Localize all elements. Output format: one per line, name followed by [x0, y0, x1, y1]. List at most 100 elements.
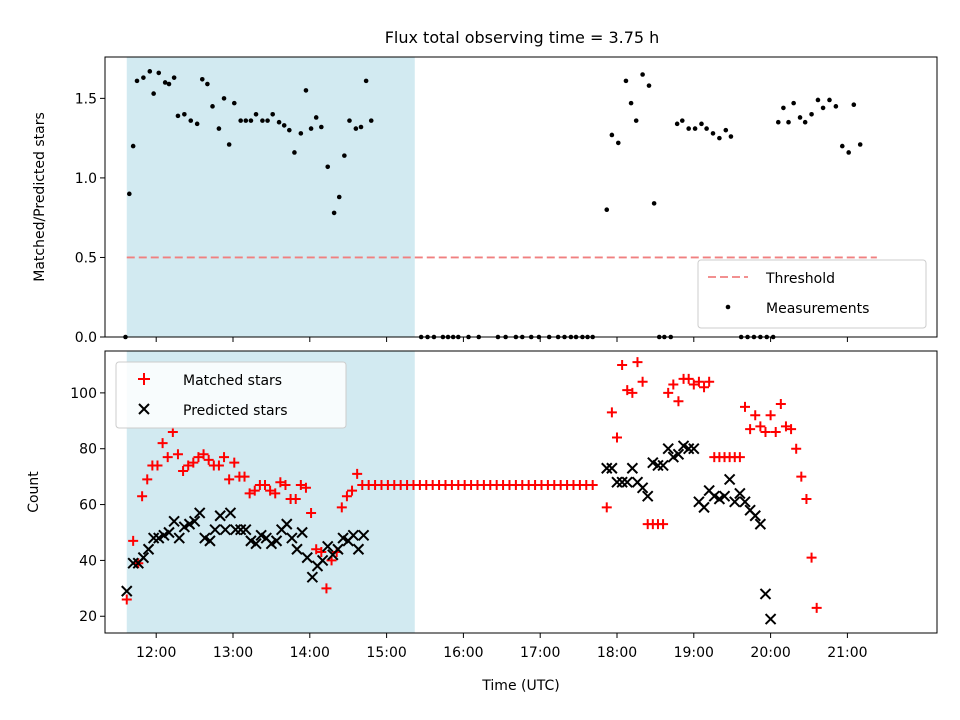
- measurement-point: [313, 115, 319, 120]
- measurement-point: [358, 124, 364, 130]
- measurement-point: [827, 97, 832, 103]
- matched-star-point: [239, 471, 250, 482]
- predicted-star-point: [601, 462, 613, 474]
- matched-star-point: [295, 480, 306, 491]
- measurement-point: [336, 194, 342, 200]
- matched-star-point: [229, 457, 240, 468]
- predicted-star-point: [219, 523, 232, 536]
- predicted-star-point: [347, 529, 360, 541]
- measurement-point: [857, 142, 863, 147]
- bottom-x-ticks: 12:00 13:00 14:00 15:00 16:00 17:00 18:00 19:00…: [136, 633, 868, 661]
- bottom-legend-frame: [115, 361, 347, 429]
- matched-star-point: [352, 468, 363, 479]
- matched-star-point: [265, 485, 276, 496]
- measurement-point: [809, 111, 814, 117]
- measurement-point: [151, 91, 156, 96]
- matched-star-point: [663, 387, 674, 398]
- matched-star-point: [775, 399, 786, 410]
- matched-star-point: [300, 482, 311, 493]
- predicted-star-point: [611, 476, 623, 488]
- top-y-axis-label: Matched/Predicted stars: [32, 112, 48, 282]
- matched-star-point: [806, 552, 817, 563]
- matched-star-point: [306, 507, 317, 518]
- matched-star-point: [632, 357, 643, 368]
- legend-matched-label: Matched stars: [183, 373, 282, 389]
- predicted-star-point: [127, 557, 139, 569]
- matched-star-point: [167, 426, 178, 437]
- predicted-star-point: [234, 523, 247, 536]
- predicted-star-point: [682, 443, 695, 455]
- measurement-point: [802, 119, 808, 125]
- legend-threshold-label: Threshold: [765, 271, 835, 287]
- measurement-point: [717, 135, 722, 141]
- predicted-star-point: [209, 523, 221, 536]
- matched-star-point: [321, 583, 332, 594]
- measurement-point: [188, 118, 194, 123]
- matched-star-point: [786, 424, 797, 435]
- y-tick-label: 1.5: [75, 91, 97, 107]
- measurement-point: [162, 80, 168, 85]
- predicted-star-point: [163, 526, 175, 539]
- y-tick-label: 0.0: [75, 330, 97, 346]
- matched-star-point: [121, 594, 132, 605]
- predicted-star-point: [296, 526, 308, 539]
- measurement-point: [210, 104, 215, 109]
- measurement-point: [775, 119, 781, 125]
- measurement-point: [623, 78, 629, 84]
- bottom-panel: 20 40 60 80 100 12:00 13:00 14:00 15:00 16:00 17:…: [26, 350, 938, 694]
- predicted-star-point: [322, 540, 334, 553]
- matched-star-point: [683, 373, 694, 384]
- measurement-point: [786, 119, 791, 125]
- predicted-star-point: [642, 490, 654, 502]
- measurement-point: [791, 100, 796, 106]
- measurement-point: [238, 118, 243, 123]
- measurement-point: [363, 78, 369, 84]
- matched-star-point: [668, 379, 679, 390]
- predicted-star-point: [621, 476, 633, 488]
- measurement-point: [833, 104, 839, 109]
- measurement-point: [182, 111, 187, 117]
- measurement-point: [651, 201, 657, 206]
- matched-star-point: [260, 480, 270, 491]
- predicted-star-point: [188, 515, 201, 528]
- measurement-point: [342, 153, 347, 158]
- matched-star-point: [658, 519, 669, 530]
- measurement-point: [205, 81, 210, 87]
- matched-star-point: [755, 421, 766, 432]
- matched-star-point: [760, 426, 771, 437]
- measurement-point: [141, 75, 146, 80]
- measurement-point: [723, 127, 729, 133]
- top-panel: 0.0 0.5 1.0 1.5 Matched/Predicted stars Thr…: [32, 56, 938, 346]
- matched-star-point: [270, 488, 281, 499]
- measurement-point: [815, 97, 821, 103]
- measurement-point: [147, 69, 153, 74]
- matched-star-point: [780, 421, 791, 432]
- measurement-point: [199, 76, 205, 82]
- predicted-star-point: [281, 518, 293, 530]
- y-tick-label: 0.5: [75, 250, 97, 266]
- matched-stars-points: [121, 357, 822, 613]
- predicted-star-point: [229, 523, 242, 536]
- matched-star-point: [137, 491, 148, 502]
- matched-star-point: [587, 480, 598, 491]
- x-tick-label: 12:00: [136, 645, 176, 661]
- predicted-star-point: [739, 496, 751, 508]
- matched-star-point: [183, 460, 194, 471]
- matched-star-point: [627, 387, 638, 398]
- x-tick-label: 15:00: [366, 645, 406, 661]
- matched-star-point: [275, 477, 286, 488]
- measurement-point: [674, 121, 680, 127]
- matched-star-point: [693, 376, 704, 387]
- matched-star-point: [637, 376, 648, 387]
- x-tick-label: 16:00: [443, 645, 483, 661]
- legend-predicted-label: Predicted stars: [183, 403, 288, 419]
- measurement-point: [781, 105, 786, 111]
- predicted-star-point: [224, 507, 237, 519]
- measurement-point: [820, 105, 826, 111]
- predicted-star-point: [723, 473, 736, 486]
- matched-star-point: [213, 460, 224, 471]
- measurement-point: [704, 126, 709, 131]
- x-tick-label: 17:00: [520, 645, 560, 661]
- matched-star-point: [193, 452, 204, 463]
